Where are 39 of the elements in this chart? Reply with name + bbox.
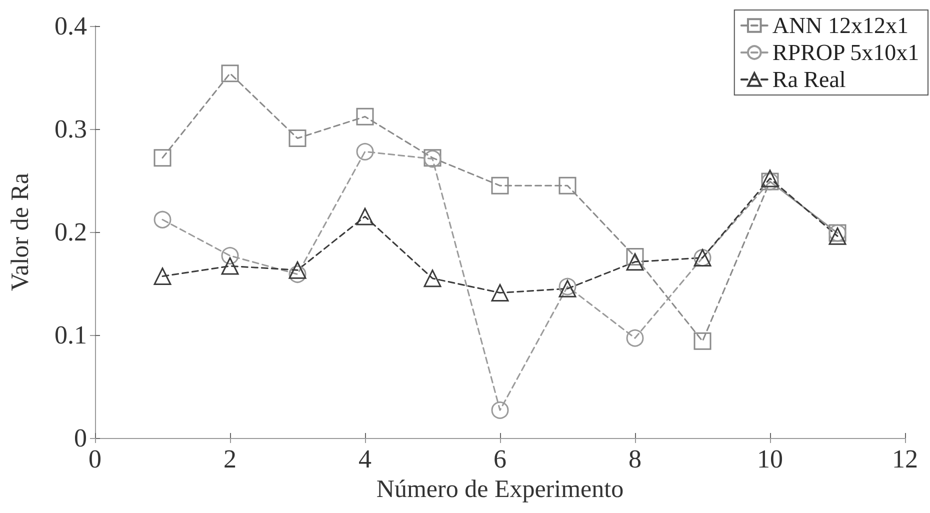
- point: [694, 332, 712, 350]
- point: [626, 248, 644, 266]
- y-tick-label: 0.3: [54, 114, 87, 144]
- point: [288, 265, 306, 283]
- point: [558, 176, 576, 194]
- point: [221, 64, 239, 82]
- point: [828, 227, 846, 245]
- y-tick-label: 0.2: [54, 218, 87, 246]
- point: [356, 108, 374, 126]
- point: [424, 270, 442, 288]
- point: [356, 142, 374, 160]
- legend-label: ANN 12x12x1: [772, 13, 908, 38]
- point: [221, 257, 239, 275]
- y-axis-title: Valor de Ra: [7, 172, 34, 292]
- point: [626, 329, 644, 347]
- point: [491, 284, 509, 302]
- point: [761, 170, 779, 188]
- x-tick-label: 8: [628, 444, 642, 474]
- point: [221, 246, 239, 264]
- point: [154, 268, 172, 286]
- point: [626, 253, 644, 271]
- point: [288, 130, 306, 148]
- x-tick-label: 6: [494, 444, 506, 474]
- point: [491, 176, 509, 194]
- y-tick-label: 0.1: [54, 320, 87, 350]
- legend-label: RPROP 5x10x1: [772, 40, 920, 65]
- x-tick-label: 4: [358, 444, 372, 474]
- point: [154, 210, 172, 228]
- x-axis-title: Número de Experimento: [376, 476, 624, 503]
- point: [154, 149, 172, 167]
- point: [356, 208, 374, 226]
- point: [288, 261, 306, 279]
- x-tick-label: 2: [224, 444, 236, 474]
- y-tick-label: 0: [74, 424, 87, 452]
- x-tick-label: 10: [757, 444, 783, 474]
- legend-label: Ra Real: [772, 67, 846, 92]
- x-tick-label: 12: [892, 444, 918, 474]
- y-tick-label: 0.4: [54, 12, 87, 40]
- point: [491, 401, 509, 419]
